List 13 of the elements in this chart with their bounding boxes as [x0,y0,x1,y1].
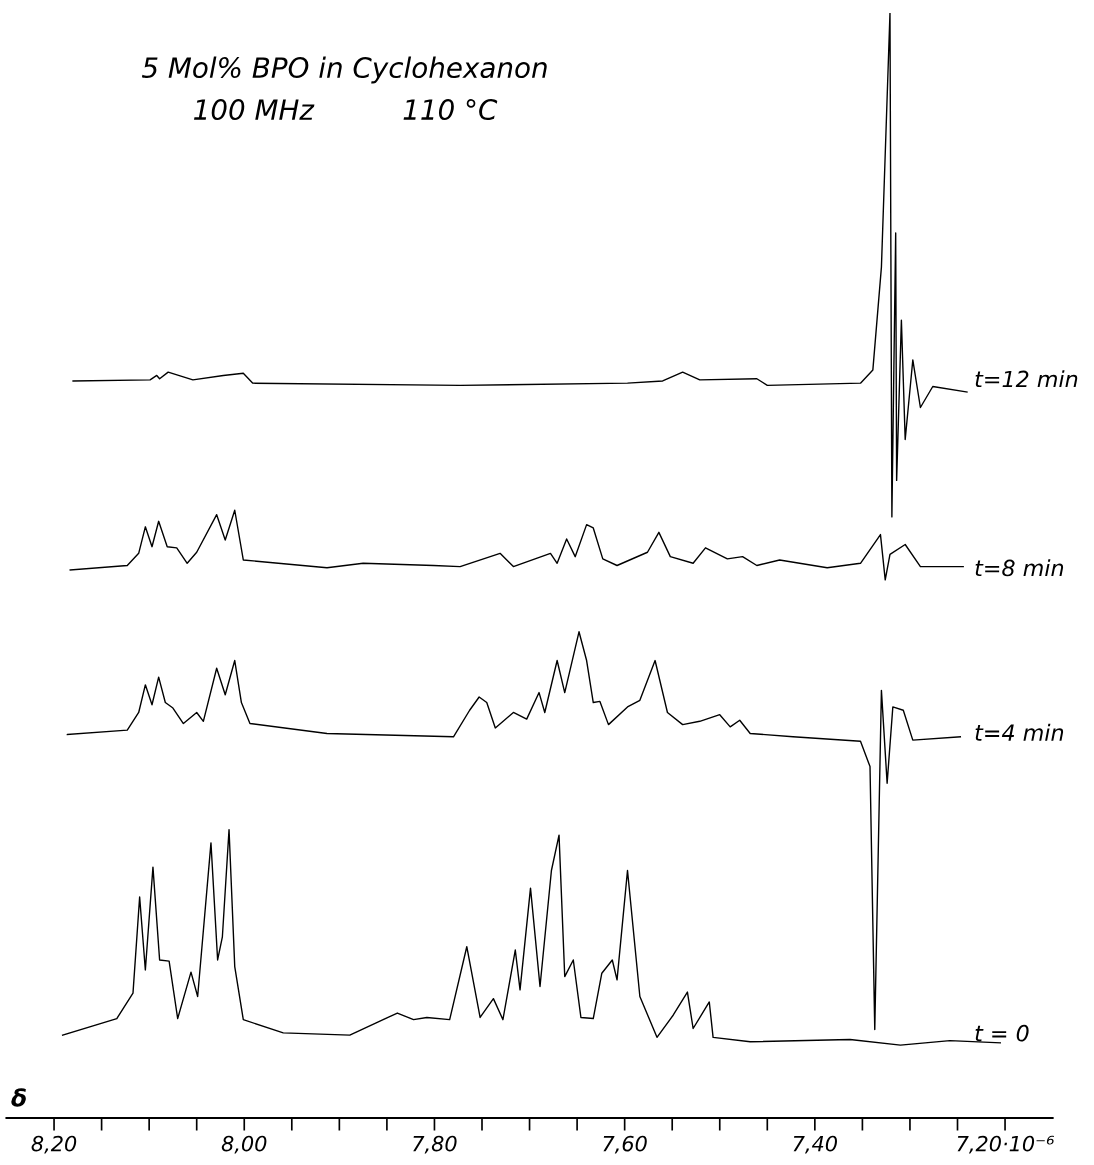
series-label: t = 0 [975,1024,1029,1042]
x-tick-label: 8,20 [31,1135,77,1154]
x-tick-label: 7,20·10⁻⁶ [957,1135,1054,1154]
series-label: t=12 min [975,370,1078,388]
text: 100 MHz 110 °C [194,99,498,121]
x-tick-label: 7,80 [413,1135,457,1154]
x-tick-label: 8,00 [221,1135,267,1154]
series-label: t=4 min [975,723,1064,741]
text: 5 Mol% BPO in Cyclohexanon [141,56,547,84]
x-tick-label: 7,60 [603,1135,647,1154]
series-label: t=8 min [975,559,1064,577]
x-tick-label: 7,40 [793,1135,837,1154]
x-axis-title: δ [11,1088,26,1107]
